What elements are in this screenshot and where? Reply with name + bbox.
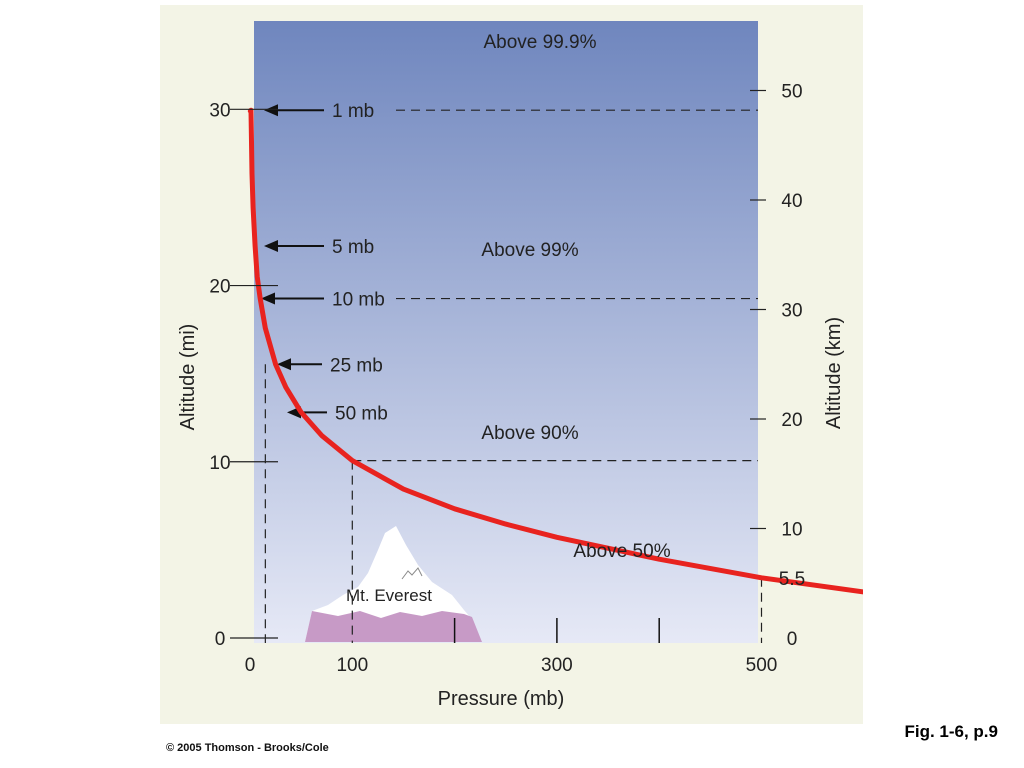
right-axis-label-0: 0 (787, 629, 798, 650)
x-axis-label-0: 0 (245, 655, 256, 676)
altitude-pressure-chart: Mt. Everest Above 99.9% Above 99% Above 90%… (177, 21, 863, 710)
left-axis-label-0: 0 (215, 629, 226, 650)
left-axis-title: Altitude (mi) (177, 324, 199, 431)
marker-arrow-head-1 (264, 239, 278, 252)
plot-background (254, 21, 758, 643)
x-axis-label-3: 500 (746, 655, 778, 676)
marker-arrow-head-3 (277, 358, 291, 371)
x-axis-label-1: 100 (336, 655, 368, 676)
left-axis-label-3: 30 (209, 100, 230, 121)
pressure-marker-label-3: 25 mb (330, 355, 383, 376)
right-axis-label-4: 30 (781, 301, 802, 322)
mountain-ridge-line (401, 567, 423, 580)
threshold-label-3: Above 50% (573, 541, 670, 562)
pressure-marker-label-1: 5 mb (332, 237, 374, 258)
right-axis-label-1: 5.5 (779, 569, 805, 590)
x-axis-title: Pressure (mb) (438, 688, 565, 710)
pressure-marker-label-2: 10 mb (332, 290, 385, 311)
right-axis-label-6: 50 (781, 82, 802, 103)
pressure-marker-label-0: 1 mb (332, 101, 374, 122)
left-axis-label-2: 20 (209, 277, 230, 298)
figure-reference: Fig. 1-6, p.9 (904, 722, 998, 741)
right-axis-label-2: 10 (781, 520, 802, 541)
pressure-curve (247, 107, 863, 595)
marker-arrow-head-2 (261, 292, 275, 305)
mountain-rock (305, 611, 482, 642)
marker-arrow-head-0 (264, 104, 278, 117)
threshold-label-1: Above 99% (481, 240, 578, 261)
right-axis-label-3: 20 (781, 410, 802, 431)
threshold-label-0: Above 99.9% (483, 32, 596, 53)
copyright-credit: © 2005 Thomson - Brooks/Cole (166, 742, 329, 754)
threshold-label-2: Above 90% (481, 423, 578, 444)
figure-panel: Mt. Everest Above 99.9% Above 99% Above 90%… (160, 5, 863, 724)
mountain-snow (305, 526, 476, 642)
pressure-marker-label-4: 50 mb (335, 403, 388, 424)
left-axis-label-1: 10 (209, 453, 230, 474)
right-axis-label-5: 40 (781, 191, 802, 212)
right-axis-title: Altitude (km) (823, 317, 845, 429)
mountain-label: Mt. Everest (346, 586, 432, 605)
x-axis-label-2: 300 (541, 655, 573, 676)
